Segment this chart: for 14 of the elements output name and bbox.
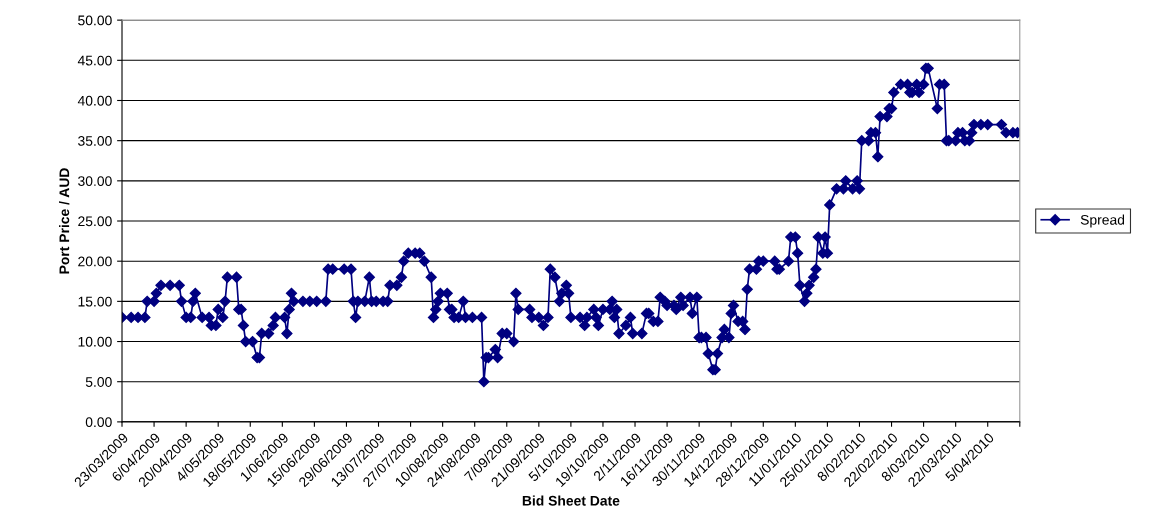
y-tick-label: 10.00 <box>78 336 112 347</box>
y-tick-label: 5.00 <box>85 377 112 387</box>
y-tick-label: 35.00 <box>78 136 112 146</box>
x-axis-title: Bid Sheet Date <box>522 495 620 506</box>
y-tick-label: 45.00 <box>77 55 112 66</box>
legend-label: Spread <box>1080 214 1125 228</box>
y-tick-label: 0.00 <box>85 417 112 428</box>
y-tick-label: 30.00 <box>78 176 112 187</box>
y-tick-label: 20.00 <box>78 256 112 267</box>
y-tick-label: 50.00 <box>78 15 112 26</box>
y-tick-label: 25.00 <box>78 216 112 227</box>
y-tick-label: 15.00 <box>78 296 112 307</box>
y-tick-label: 40.00 <box>77 95 112 106</box>
y-axis-title: Port Price / AUD <box>59 168 70 274</box>
